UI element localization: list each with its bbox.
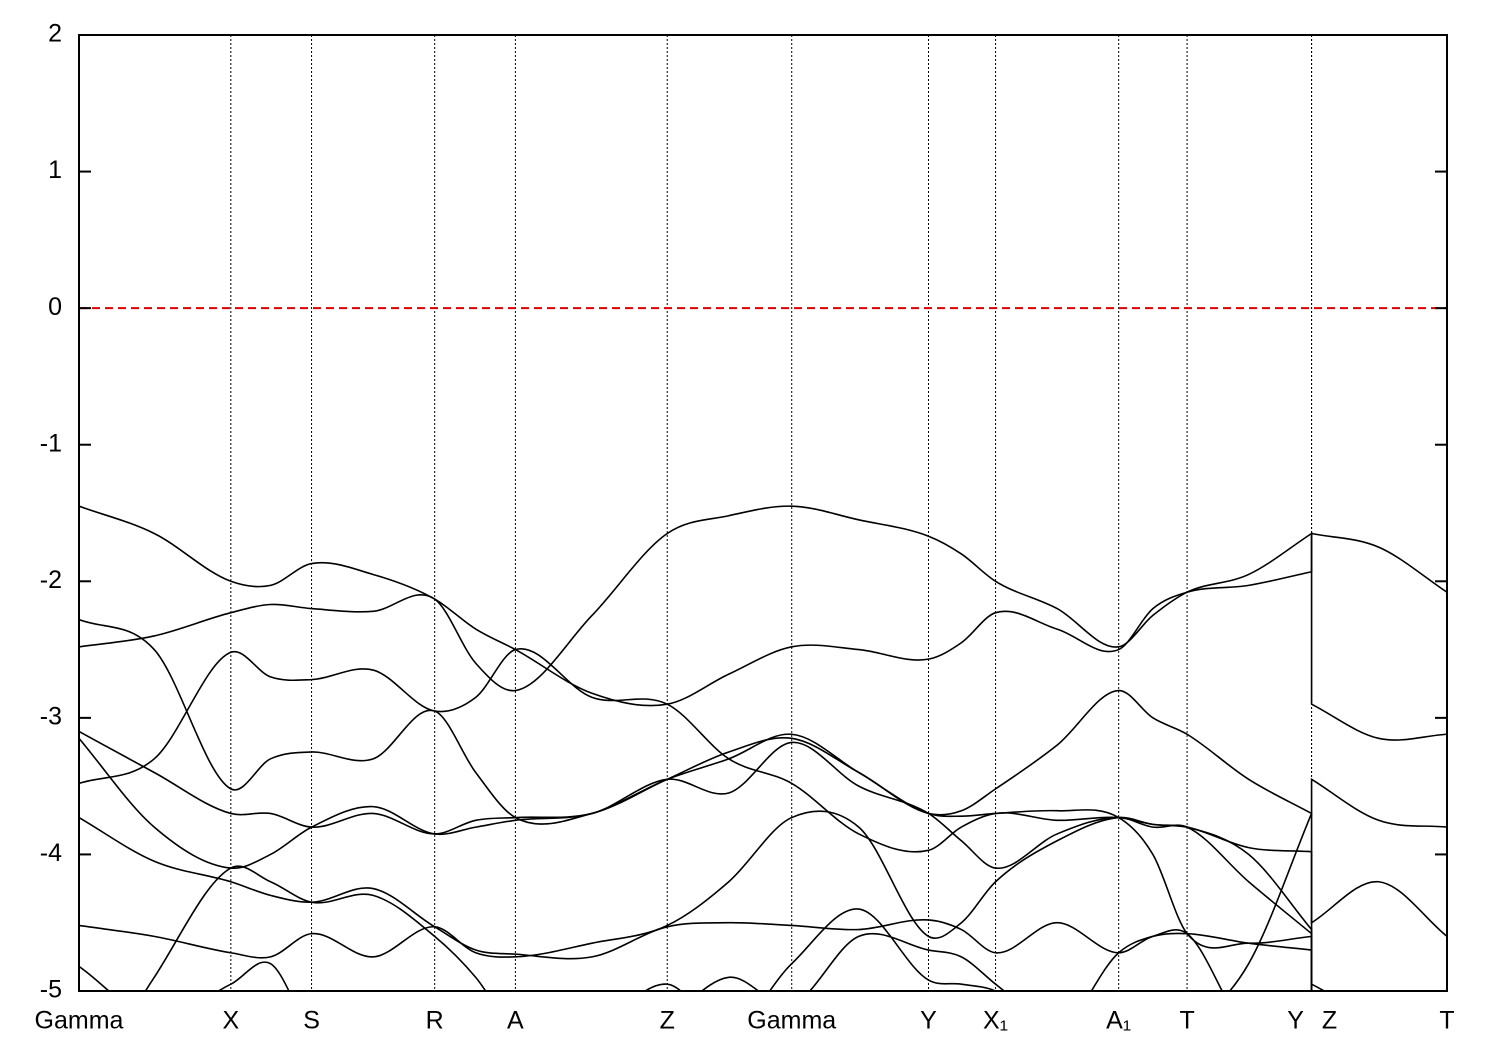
x-tick-label: X [223,1007,240,1035]
x-tick-label: Gamma [35,1007,124,1035]
y-tick-label: 0 [48,293,62,321]
x-tick-label: T [1179,1007,1194,1035]
band-line [79,810,1313,991]
y-tick-label: -4 [40,839,62,867]
x-tick-label: A [507,1007,524,1035]
band-line [79,505,1447,741]
x-tick-label: Gamma [747,1007,836,1035]
plot-frame [78,34,1448,992]
x-tick-label: X₁ [983,1007,1008,1035]
x-tick-label: S [303,1007,320,1035]
x-tick-label: A₁ [1106,1007,1131,1035]
x-tick-label: Y [1287,1007,1304,1035]
x-tick-label: T [1439,1007,1454,1035]
x-tick-label: R [426,1007,444,1035]
x-tick-label: Y [920,1007,937,1035]
y-tick-label: -3 [40,702,62,730]
band-line [79,618,1447,828]
band-line [79,505,1447,707]
y-tick-label: 2 [48,20,62,48]
y-tick-label: -5 [40,976,62,1004]
band-line [144,813,1313,991]
y-tick-label: -2 [40,566,62,594]
y-tick-label: -1 [40,429,62,457]
band-line [79,908,1224,991]
y-tick-label: 1 [48,156,62,184]
x-tick-label: Z [660,1007,675,1035]
bands [79,505,1447,991]
x-tick-label: Z [1322,1007,1337,1035]
